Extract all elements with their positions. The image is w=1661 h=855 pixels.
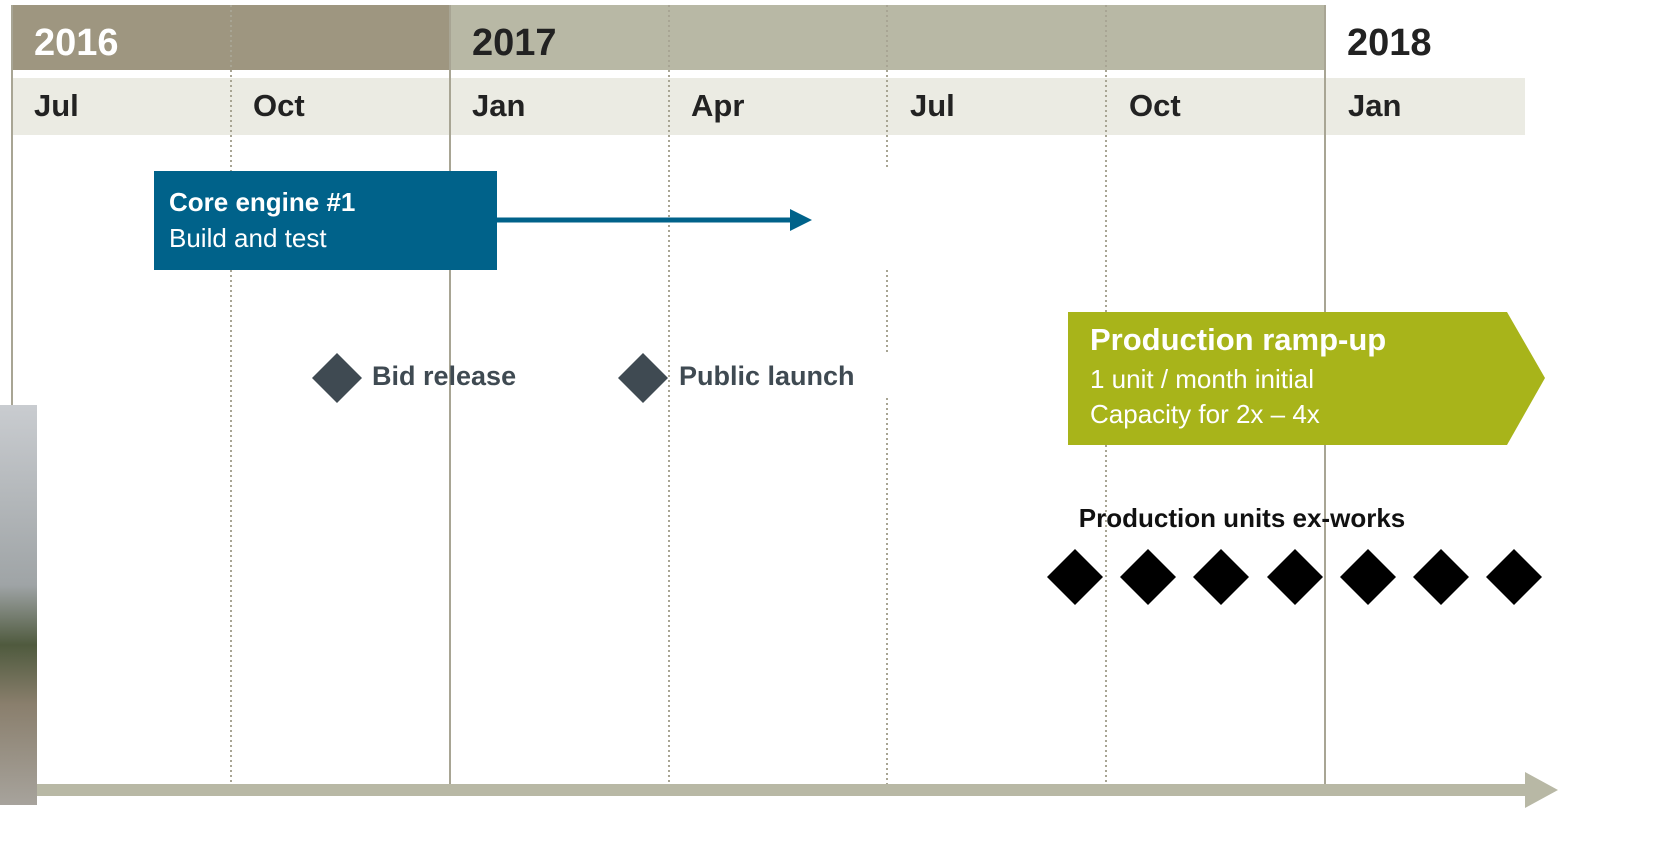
task-title: Core engine #1 (169, 187, 355, 217)
task-arrowhead (790, 209, 812, 231)
year-label: 2016 (34, 22, 119, 64)
year-label: 2018 (1347, 22, 1432, 64)
milestone-label: Public launch (679, 361, 855, 391)
photo (0, 405, 37, 805)
task-subtitle: Build and test (169, 223, 327, 253)
ramp-line: Capacity for 2x – 4x (1090, 399, 1320, 429)
units-label: Production units ex-works (1079, 503, 1406, 533)
milestone-diamond (312, 353, 362, 403)
unit-diamond (1267, 549, 1323, 605)
unit-diamond (1120, 549, 1176, 605)
timeline: 2016 2017 2018 Jul Oct Jan Apr Jul Oct Jan Cor… (0, 0, 1661, 855)
milestone-label: Bid release (372, 361, 516, 391)
month-label: Jan (472, 88, 525, 123)
month-label: Jul (34, 88, 79, 123)
unit-diamond (1193, 549, 1249, 605)
body: 2016 2017 2018 Jul Oct Jan Apr Jul Oct Jan Cor… (0, 0, 1661, 855)
month-label: Apr (691, 88, 744, 123)
ramp-title: Production ramp-up (1090, 322, 1386, 357)
month-label: Jan (1348, 88, 1401, 123)
unit-diamond (1047, 549, 1103, 605)
unit-diamond (1340, 549, 1396, 605)
month-label: Jul (910, 88, 955, 123)
unit-diamond (1486, 549, 1542, 605)
month-label: Oct (1129, 88, 1181, 123)
time-arrowhead (1525, 772, 1558, 808)
task-box (154, 171, 497, 270)
unit-diamond (1413, 549, 1469, 605)
month-band (12, 78, 1525, 135)
unit-diamonds (1047, 549, 1542, 605)
year-label: 2017 (472, 22, 557, 64)
month-label: Oct (253, 88, 305, 123)
milestone-diamond (618, 353, 668, 403)
page: {"header": {"years": ["2016", "2017", "2… (0, 0, 1661, 855)
ramp-line: 1 unit / month initial (1090, 364, 1314, 394)
